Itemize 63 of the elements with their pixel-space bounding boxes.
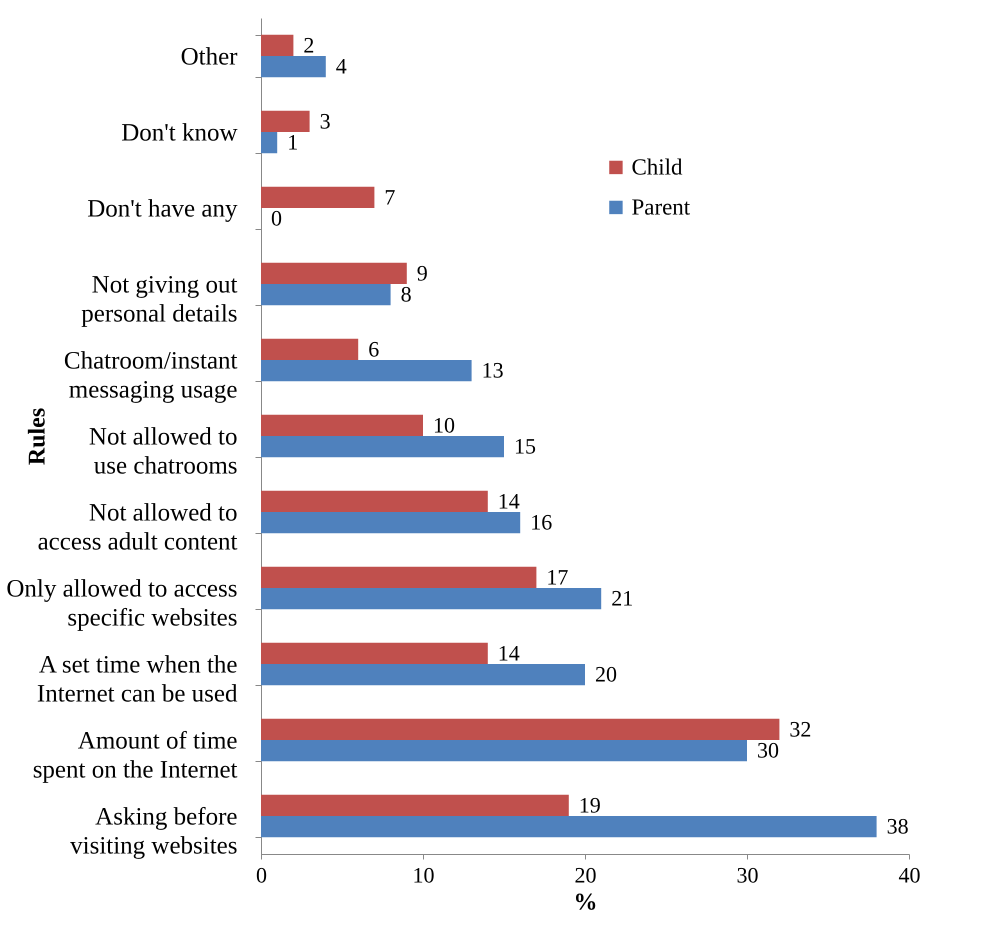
data-label: 19 <box>578 792 601 818</box>
bar <box>261 338 358 360</box>
data-label: 30 <box>757 738 779 763</box>
bar <box>261 34 294 56</box>
bar <box>261 740 747 762</box>
y-tick-label: Asking before visiting websites <box>70 804 238 860</box>
y-tick-label: Don't have any <box>87 196 238 222</box>
data-label: 38 <box>886 814 909 839</box>
x-tick-label: 10 <box>412 862 434 888</box>
data-label: 6 <box>368 336 380 362</box>
y-tick-label: A set time when the Internet can be used <box>36 652 238 708</box>
data-label: 17 <box>546 564 568 590</box>
data-label: 14 <box>498 488 520 514</box>
bar <box>261 110 310 132</box>
bar <box>261 262 407 284</box>
bar <box>261 664 585 686</box>
legend-label: Child <box>631 154 684 180</box>
bar <box>261 816 877 838</box>
data-label: 15 <box>514 434 536 459</box>
data-label: 3 <box>320 108 331 134</box>
bar <box>261 56 326 78</box>
bar <box>261 132 278 154</box>
x-tick-label: 20 <box>574 862 596 888</box>
bar <box>261 186 374 208</box>
data-label: 2 <box>303 32 314 58</box>
data-label: 16 <box>530 510 552 535</box>
legend-label: Parent <box>631 194 691 220</box>
bar <box>261 360 472 382</box>
bar <box>261 566 536 588</box>
bar <box>261 642 488 664</box>
x-tick-label: 30 <box>736 862 758 888</box>
data-label: 21 <box>611 586 634 611</box>
y-tick-label: Only allowed to access specific websites <box>6 576 238 632</box>
data-label: 10 <box>433 412 455 438</box>
data-label: 13 <box>482 358 504 383</box>
x-tick-label: 0 <box>256 862 267 888</box>
y-tick-label: Chatroom/instant messaging usage <box>64 348 238 404</box>
y-tick-label: Amount of time spent on the Internet <box>32 728 238 784</box>
data-label: 1 <box>287 130 298 155</box>
x-tick-label: 40 <box>898 862 920 888</box>
bar <box>261 588 602 610</box>
data-label: 8 <box>400 282 412 307</box>
bar <box>261 414 423 436</box>
bar <box>261 718 780 740</box>
bar <box>261 512 520 534</box>
data-label: 7 <box>384 184 396 210</box>
data-label: 9 <box>416 260 428 286</box>
bar <box>261 794 569 816</box>
bar <box>261 284 391 306</box>
x-axis-title: % <box>574 890 598 916</box>
data-label: 32 <box>789 716 812 742</box>
y-tick-label: Don't know <box>121 120 238 146</box>
data-label: 4 <box>336 54 347 79</box>
data-label: 20 <box>595 662 617 687</box>
bar <box>261 490 488 512</box>
data-label: 0 <box>271 206 282 231</box>
data-label: 14 <box>498 640 520 666</box>
y-axis-title: Rules <box>24 408 50 466</box>
y-tick-label: Other <box>180 44 238 70</box>
y-tick-label: Not allowed to use chatrooms <box>88 424 238 480</box>
y-tick-label: Not giving out personal details <box>81 272 238 328</box>
bar <box>261 436 504 458</box>
y-tick-label: Not allowed to access adult content <box>38 500 238 556</box>
